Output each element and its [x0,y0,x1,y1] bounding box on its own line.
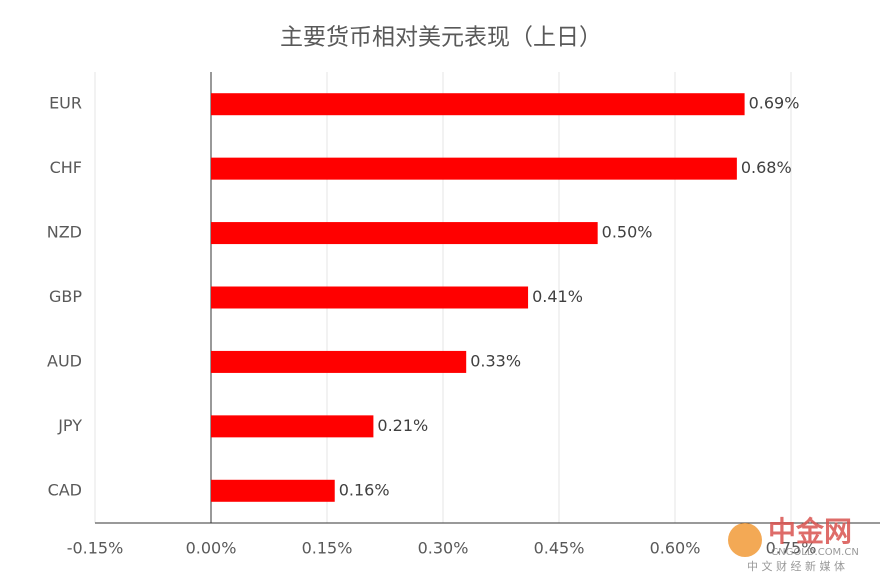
bar [211,222,598,245]
bar [211,93,745,116]
value-label: 0.68% [741,158,792,177]
bar [211,286,529,309]
y-tick-label: CHF [50,158,82,177]
x-tick-label: 0.75% [766,539,817,558]
x-tick-label: -0.15% [67,539,124,558]
value-label: 0.16% [339,480,390,499]
value-label: 0.33% [470,351,521,370]
logo-icon [728,523,762,557]
y-tick-label: JPY [57,416,82,435]
y-tick-label: NZD [47,223,82,242]
bar [211,415,374,438]
logo-text: 中金网 [768,515,852,548]
x-tick-label: 0.60% [650,539,701,558]
value-label: 0.41% [532,287,583,306]
bar [211,157,737,180]
x-tick-label: 0.15% [302,539,353,558]
y-tick-label: AUD [47,351,82,370]
x-tick-label: 0.00% [186,539,237,558]
y-tick-label: EUR [49,94,82,113]
watermark: 中金网 CNGOLD.COM.CN 中 文 财 经 新 媒 体 [728,515,859,573]
y-tick-label: GBP [49,287,82,306]
chart-title: 主要货币相对美元表现（上日） [280,25,602,51]
bar [211,350,467,373]
x-tick-label: 0.30% [418,539,469,558]
value-label: 0.69% [749,94,800,113]
value-label: 0.50% [602,223,653,242]
value-label: 0.21% [377,416,428,435]
logo-slogan: 中 文 财 经 新 媒 体 [747,559,845,573]
y-tick-label: CAD [48,480,82,499]
x-tick-label: 0.45% [534,539,585,558]
bar [211,479,335,502]
logo-site: CNGOLD.COM.CN [771,547,859,558]
